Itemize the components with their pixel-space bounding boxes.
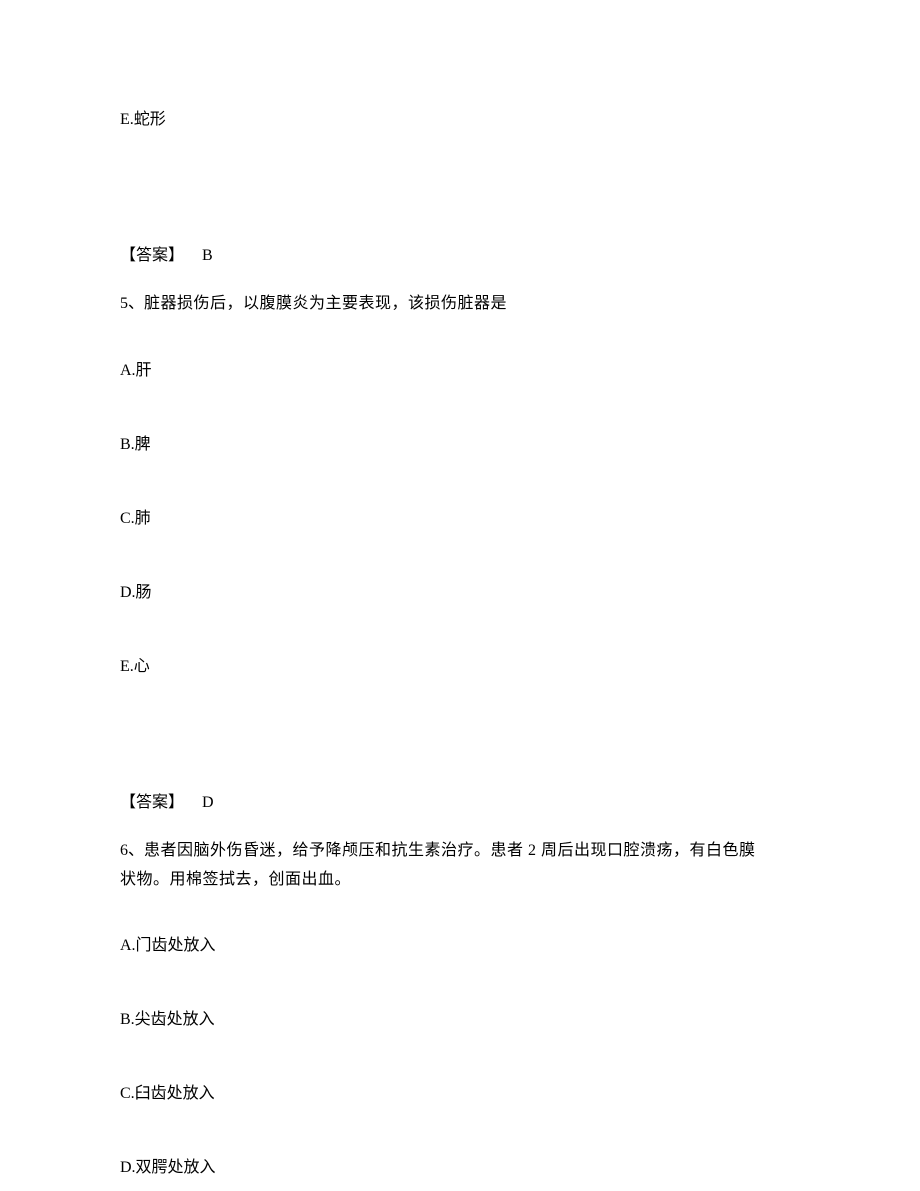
prev-answer-block: 【答案】 B bbox=[120, 244, 800, 268]
prev-answer-label: 【答案】 bbox=[120, 247, 184, 264]
q6-option-b: B.尖齿处放入 bbox=[120, 1008, 800, 1032]
q5-option-c: C.肺 bbox=[120, 507, 800, 531]
q5-answer-label: 【答案】 bbox=[120, 794, 184, 811]
prev-question-option-e: E.蛇形 bbox=[120, 108, 800, 132]
q5-answer-block: 【答案】 D bbox=[120, 791, 800, 815]
q5-option-b: B.脾 bbox=[120, 433, 800, 457]
q5-option-e: E.心 bbox=[120, 655, 800, 679]
q5-answer-value: D bbox=[202, 794, 214, 811]
prev-answer-value: B bbox=[202, 247, 213, 264]
question-6-text-line1: 患者因脑外伤昏迷，给予降颅压和抗生素治疗。患者 2 周后出现口腔溃疡，有白色膜 bbox=[144, 842, 756, 859]
question-6: 6、患者因脑外伤昏迷，给予降颅压和抗生素治疗。患者 2 周后出现口腔溃疡，有白色… bbox=[120, 837, 800, 895]
question-5-text: 脏器损伤后，以腹膜炎为主要表现，该损伤脏器是 bbox=[144, 295, 507, 312]
q5-option-a: A.肝 bbox=[120, 359, 800, 383]
q6-option-d: D.双腭处放入 bbox=[120, 1156, 800, 1180]
question-5: 5、脏器损伤后，以腹膜炎为主要表现，该损伤脏器是 bbox=[120, 290, 800, 319]
q5-option-d: D.肠 bbox=[120, 581, 800, 605]
spacer bbox=[120, 182, 800, 244]
q6-option-a: A.门齿处放入 bbox=[120, 934, 800, 958]
spacer bbox=[120, 729, 800, 791]
question-5-number: 5、 bbox=[120, 295, 144, 312]
question-6-text-line2: 状物。用棉签拭去，创面出血。 bbox=[120, 871, 351, 888]
question-6-number: 6、 bbox=[120, 842, 144, 859]
q6-option-c: C.臼齿处放入 bbox=[120, 1082, 800, 1106]
